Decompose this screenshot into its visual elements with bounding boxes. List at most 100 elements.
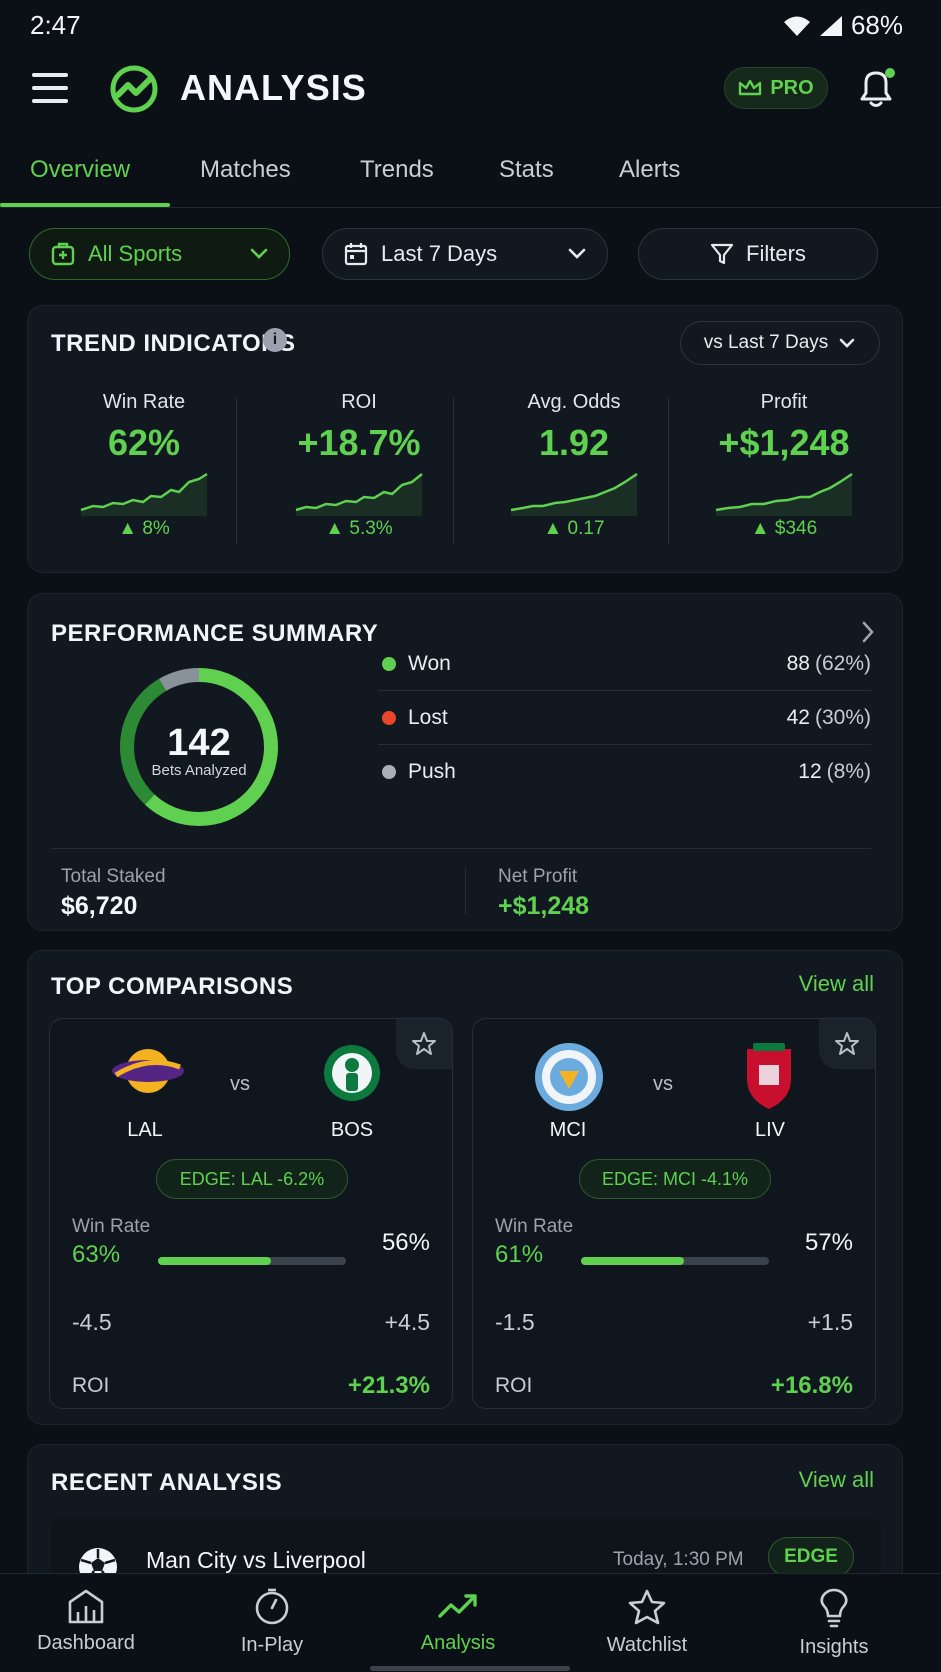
metric-delta-value: 5.3% [349, 518, 393, 539]
team-code-home: LAL [127, 1119, 163, 1141]
nav-label: In-Play [240, 1634, 304, 1656]
metric-label: Avg. Odds [527, 391, 621, 413]
metric-roi: ROI +18.7% ▲ 5.3% [256, 391, 462, 540]
divider [465, 868, 466, 914]
win-rate-label: Win Rate [72, 1216, 151, 1237]
home-indicator [370, 1666, 570, 1671]
metric-label: Profit [760, 391, 808, 413]
app-logo-icon [110, 65, 158, 113]
star-icon [628, 1589, 666, 1625]
status-bar: 2:47 68% [0, 0, 941, 50]
notification-bell-icon[interactable] [854, 65, 898, 111]
win-rate-bar [581, 1257, 769, 1265]
recent-item-title: Man City vs Liverpool [146, 1547, 366, 1573]
sports-filter-label: All Sports [88, 241, 183, 266]
info-icon[interactable]: i [263, 328, 287, 352]
up-triangle-icon: ▲ [118, 518, 143, 539]
nav-label: Analysis [420, 1632, 496, 1654]
edge-badge: EDGE: LAL -6.2% [156, 1159, 348, 1199]
lakers-logo-icon [112, 1049, 184, 1093]
metric-delta: ▲ $346 [681, 518, 887, 540]
view-all-link[interactable]: View all [798, 971, 874, 996]
performance-summary-card: PERFORMANCE SUMMARY 142 Bets Analyzed Wo… [27, 593, 903, 931]
bets-total-value: 142 [167, 722, 231, 764]
metric-divider [453, 398, 454, 544]
tab-alerts[interactable]: Alerts [619, 156, 681, 183]
nav-label: Insights [799, 1636, 869, 1658]
menu-icon[interactable] [32, 73, 68, 103]
bets-donut-chart [120, 668, 278, 826]
legend-percent: (8%) [826, 760, 871, 783]
top-comparisons-title: TOP COMPARISONS [51, 973, 294, 1000]
favorite-star-button[interactable] [819, 1019, 875, 1069]
date-range-dropdown[interactable]: Last 7 Days [322, 228, 608, 280]
vs-label: vs [230, 1073, 250, 1095]
trend-indicators-title: TREND INDICATORS [51, 330, 296, 357]
sparkline-chart [510, 472, 638, 516]
total-staked-label: Total Staked [61, 866, 166, 887]
team-code-away: BOS [330, 1119, 374, 1141]
liverpool-logo-icon [747, 1043, 791, 1109]
nav-dashboard[interactable]: Dashboard [11, 1588, 161, 1655]
tab-stats[interactable]: Stats [499, 156, 554, 183]
metric-divider [668, 398, 669, 544]
view-all-link[interactable]: View all [798, 1467, 874, 1492]
calendar-icon [344, 243, 368, 266]
filters-label: Filters [746, 241, 806, 266]
page-title: ANALYSIS [180, 67, 367, 108]
stopwatch-icon [255, 1588, 289, 1625]
trend-indicators-card: TREND INDICATORS i vs Last 7 Days Win Ra… [27, 305, 903, 573]
legend-row-won: Won 88 (62%) [378, 637, 871, 691]
star-icon [412, 1032, 436, 1055]
nav-watchlist[interactable]: Watchlist [572, 1588, 722, 1657]
nav-label: Dashboard [37, 1632, 135, 1654]
sports-kit-icon [51, 242, 75, 266]
edge-badge: EDGE [768, 1537, 854, 1577]
metric-divider [236, 398, 237, 544]
compare-period-dropdown[interactable]: vs Last 7 Days [680, 321, 880, 365]
win-rate-bar [158, 1257, 346, 1265]
compare-period-label: vs Last 7 Days [703, 332, 829, 353]
man-city-logo-icon [535, 1043, 603, 1111]
metric-label: ROI [341, 391, 377, 413]
comparison-card-mci-liv[interactable]: vs MCI LIV EDGE: MCI -4.1% Win Rate 61% … [472, 1018, 876, 1409]
nav-insights[interactable]: Insights [759, 1588, 909, 1659]
win-rate-home: 61% [495, 1241, 544, 1268]
sparkline-chart [715, 472, 853, 516]
sports-filter-dropdown[interactable]: All Sports [29, 228, 290, 280]
star-icon [835, 1032, 859, 1055]
filters-button[interactable]: Filters [638, 228, 878, 280]
metric-delta: ▲ 5.3% [256, 518, 462, 540]
legend-name: Lost [408, 705, 448, 729]
roi-value: +21.3% [347, 1372, 430, 1399]
push-dot-icon [382, 765, 396, 779]
comparison-card-lal-bos[interactable]: vs LAL BOS EDGE: LAL -6.2% Win Rate 63% … [49, 1018, 453, 1409]
metric-delta-value: 0.17 [567, 518, 605, 539]
favorite-star-button[interactable] [396, 1019, 452, 1069]
tab-overview[interactable]: Overview [30, 156, 131, 183]
metric-value: +$1,248 [718, 422, 850, 463]
chevron-right-icon[interactable] [860, 620, 876, 644]
win-rate-label: Win Rate [495, 1216, 574, 1237]
nav-analysis[interactable]: Analysis [383, 1588, 533, 1655]
spread-away: +4.5 [384, 1309, 430, 1335]
roi-label: ROI [495, 1374, 533, 1397]
team-code-away: LIV [754, 1119, 786, 1141]
win-rate-home: 63% [72, 1241, 121, 1268]
win-rate-away: 57% [804, 1229, 853, 1256]
total-staked-value: $6,720 [61, 892, 138, 920]
signal-icon [819, 15, 842, 36]
tab-trends[interactable]: Trends [360, 156, 434, 183]
tab-matches[interactable]: Matches [200, 156, 291, 183]
metric-value: +18.7% [297, 422, 421, 463]
won-dot-icon [382, 656, 396, 671]
metric-delta-value: $346 [774, 518, 818, 539]
battery-indicator: 68% [850, 10, 903, 40]
roi-value: +16.8% [770, 1372, 853, 1399]
metric-value: 1.92 [538, 422, 610, 463]
pro-badge[interactable]: PRO [724, 67, 828, 109]
edge-badge: EDGE: MCI -4.1% [579, 1159, 771, 1199]
nav-in-play[interactable]: In-Play [197, 1588, 347, 1657]
bets-total-label: Bets Analyzed [151, 762, 247, 779]
spread-away: +1.5 [807, 1309, 853, 1335]
